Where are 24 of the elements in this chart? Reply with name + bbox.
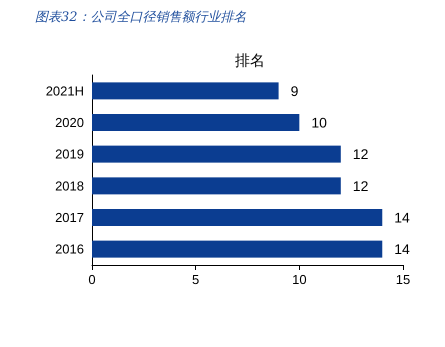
bar [92,209,382,226]
data-label: 12 [352,178,369,194]
y-tick-label: 2017 [55,210,84,225]
bar [92,177,341,194]
data-label: 10 [311,114,328,130]
bar [92,146,341,163]
data-label: 14 [394,241,410,258]
data-label: 12 [352,146,369,162]
y-tick-label: 2018 [55,178,84,194]
x-tick-label: 5 [192,272,200,287]
x-tick-label: 15 [396,272,410,287]
bar [92,114,300,131]
y-tick-label: 2020 [55,115,84,130]
bar [92,82,279,100]
data-label: 9 [290,82,299,99]
chart-title: 图表32：公司全口径销售额行业排名 [35,10,247,25]
chart-subtitle: 排名 [235,52,265,70]
y-tick-label: 2021H [46,83,84,98]
x-tick-label: 0 [88,272,96,287]
x-tick-label: 10 [292,272,307,287]
bar [92,240,382,258]
y-tick-label: 2016 [55,242,84,257]
y-tick-label: 2019 [55,146,84,162]
data-label: 14 [394,210,410,226]
